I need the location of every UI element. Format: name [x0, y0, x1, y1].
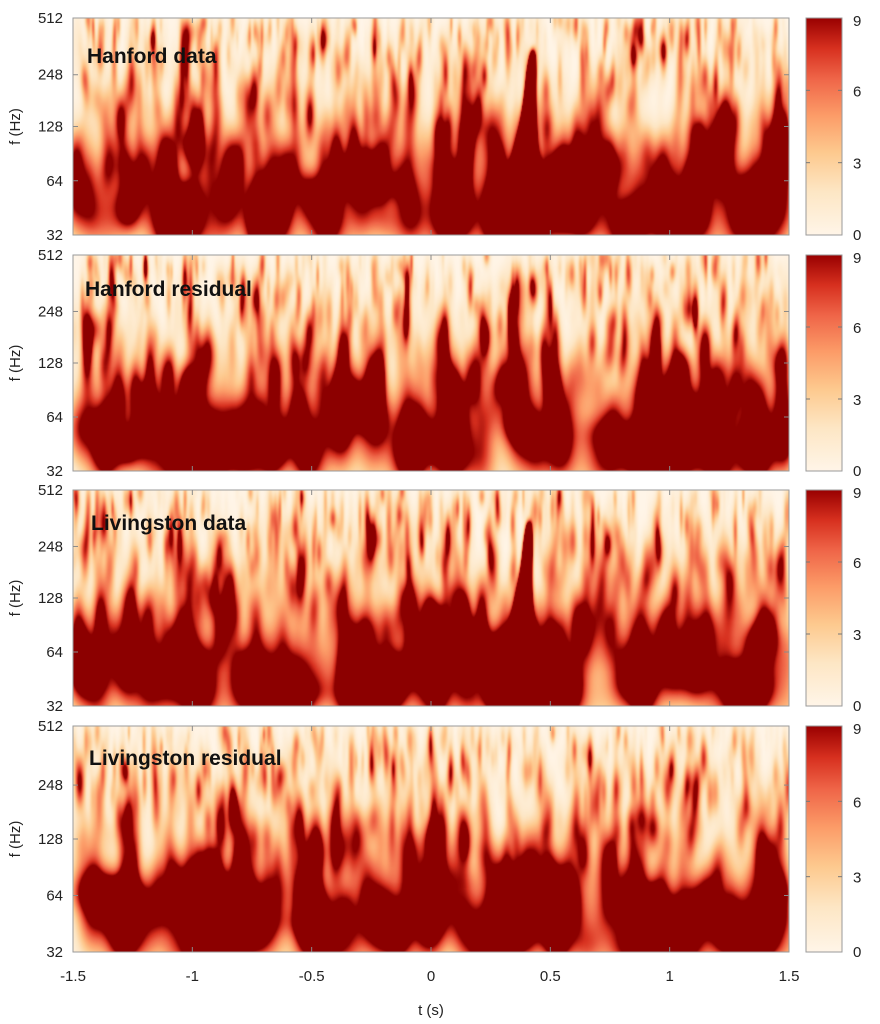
y-axis-label: f (Hz) [7, 580, 24, 617]
panel-label: Livingston data [91, 512, 246, 535]
colorbar-tick-label: 6 [853, 555, 861, 572]
y-tick-label: 32 [46, 944, 63, 961]
y-tick-label: 512 [38, 10, 63, 27]
colorbar-tick-label: 6 [853, 794, 861, 811]
panel-label: Hanford residual [85, 278, 252, 301]
colorbar-tick-label: 3 [853, 392, 861, 409]
colorbar-tick-label: 9 [853, 721, 861, 738]
panel-label: Livingston residual [89, 747, 282, 770]
y-axis-label: f (Hz) [7, 108, 24, 145]
spectrogram-hanford-data [73, 18, 789, 235]
colorbar [805, 489, 843, 707]
x-axis-label: t (s) [418, 1002, 444, 1019]
y-tick-label: 64 [46, 888, 63, 905]
y-tick-label: 128 [38, 590, 63, 607]
colorbar-tick-label: 3 [853, 627, 861, 644]
y-tick-label: 32 [46, 698, 63, 715]
y-tick-label: 32 [46, 463, 63, 480]
y-tick-label: 128 [38, 119, 63, 136]
colorbar-tick-label: 6 [853, 83, 861, 100]
spectrogram-hanford-residual [73, 255, 789, 471]
x-tick-label: -1.5 [60, 968, 86, 985]
x-tick-label: 1.5 [779, 968, 800, 985]
panel-livingston-residual: Livingston residual 512 248 128 64 32 f (Hz)… [7, 718, 861, 961]
x-tick-label: 1 [665, 968, 673, 985]
x-tick-labels: -1.5 -1 -0.5 0 0.5 1 1.5 [60, 968, 799, 985]
colorbar-tick-label: 0 [853, 698, 861, 715]
colorbar [805, 254, 843, 472]
y-axis-label: f (Hz) [7, 821, 24, 858]
y-tick-label: 248 [38, 67, 63, 84]
x-tick-label: 0 [427, 968, 435, 985]
colorbar [805, 725, 843, 953]
y-tick-label: 32 [46, 227, 63, 244]
y-tick-label: 248 [38, 777, 63, 794]
colorbar-tick-label: 9 [853, 250, 861, 267]
y-tick-label: 512 [38, 718, 63, 735]
y-tick-label: 248 [38, 538, 63, 555]
panel-livingston-data: Livingston data 512 248 128 64 32 f (Hz) 9 6 3… [7, 482, 861, 715]
x-tick-label: -0.5 [299, 968, 325, 985]
x-tick-label: 0.5 [540, 968, 561, 985]
x-tick-label: -1 [186, 968, 199, 985]
colorbar-tick-label: 3 [853, 156, 861, 173]
y-tick-label: 64 [46, 409, 63, 426]
y-tick-label: 512 [38, 482, 63, 499]
y-axis-label: f (Hz) [7, 345, 24, 382]
colorbar-tick-label: 6 [853, 320, 861, 337]
y-tick-label: 512 [38, 247, 63, 264]
y-tick-label: 64 [46, 173, 63, 190]
colorbar-tick-label: 0 [853, 463, 861, 480]
panel-hanford-data: Hanford data 512 248 128 64 32 f (Hz) 9 6 3 0 [7, 10, 861, 244]
colorbar-tick-label: 3 [853, 870, 861, 887]
colorbar-tick-label: 9 [853, 13, 861, 30]
colorbar-tick-label: 9 [853, 485, 861, 502]
y-tick-label: 64 [46, 644, 63, 661]
panel-hanford-residual: Hanford residual 512 248 128 64 32 f (Hz) 9 6… [7, 247, 861, 480]
y-tick-label: 128 [38, 831, 63, 848]
y-tick-label: 248 [38, 303, 63, 320]
colorbar-tick-label: 0 [853, 227, 861, 244]
spectrogram-livingston-data [73, 490, 789, 706]
spectrogram-livingston-residual [73, 726, 789, 952]
colorbar-tick-label: 0 [853, 944, 861, 961]
y-tick-label: 128 [38, 355, 63, 372]
colorbar [805, 17, 843, 236]
panel-label: Hanford data [87, 45, 217, 68]
